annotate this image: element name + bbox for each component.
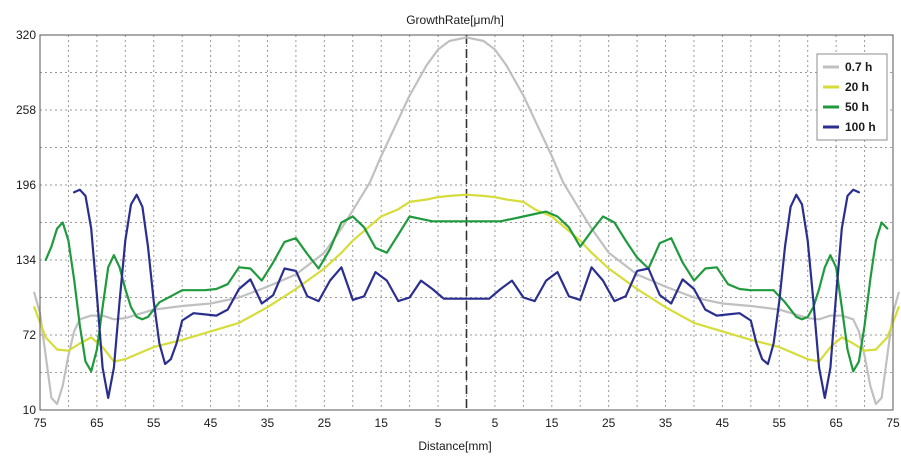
x-tick-label: 25: [318, 416, 332, 430]
y-tick-label: 320: [16, 28, 36, 42]
y-tick-label: 196: [16, 178, 36, 192]
series-line-100-h: [73, 188, 860, 399]
x-tick-label: 65: [90, 416, 104, 430]
x-tick-label: 5: [435, 416, 442, 430]
x-tick-label: 45: [204, 416, 218, 430]
y-tick-label: 10: [23, 403, 37, 417]
y-tick-label: 72: [23, 328, 37, 342]
legend-label: 50 h: [845, 100, 869, 114]
legend: 0.7 h 20 h 50 h 100 h: [816, 53, 888, 141]
legend-label: 100 h: [845, 120, 876, 134]
x-tick-label: 35: [659, 416, 673, 430]
plot-area-frame: [39, 34, 894, 411]
x-axis-label: Distance[mm]: [418, 439, 491, 453]
x-tick-label: 45: [716, 416, 730, 430]
x-tick-label: 75: [33, 416, 47, 430]
x-tick-label: 25: [602, 416, 616, 430]
y-tick-label: 258: [16, 103, 36, 117]
series-line-20-h: [33, 193, 900, 363]
x-tick-label: 65: [829, 416, 843, 430]
series-lines: [33, 36, 900, 406]
x-tick-label: 5: [492, 416, 499, 430]
y-tick-label: 134: [16, 253, 36, 267]
x-tick-label: 15: [545, 416, 559, 430]
axis-ticks: 75 65 55 45 35 25 15 5 5 15 25 35 45 55 65 751072134196…: [16, 28, 900, 430]
x-tick-label: 75: [886, 416, 900, 430]
legend-label: 0.7 h: [845, 60, 872, 74]
x-tick-label: 35: [261, 416, 275, 430]
legend-label: 20 h: [845, 80, 869, 94]
chart-title: GrowthRate[μm/h]: [406, 13, 504, 27]
x-tick-label: 55: [147, 416, 161, 430]
x-tick-label: 55: [773, 416, 787, 430]
series-line-50-h: [44, 210, 889, 373]
x-tick-label: 15: [375, 416, 389, 430]
